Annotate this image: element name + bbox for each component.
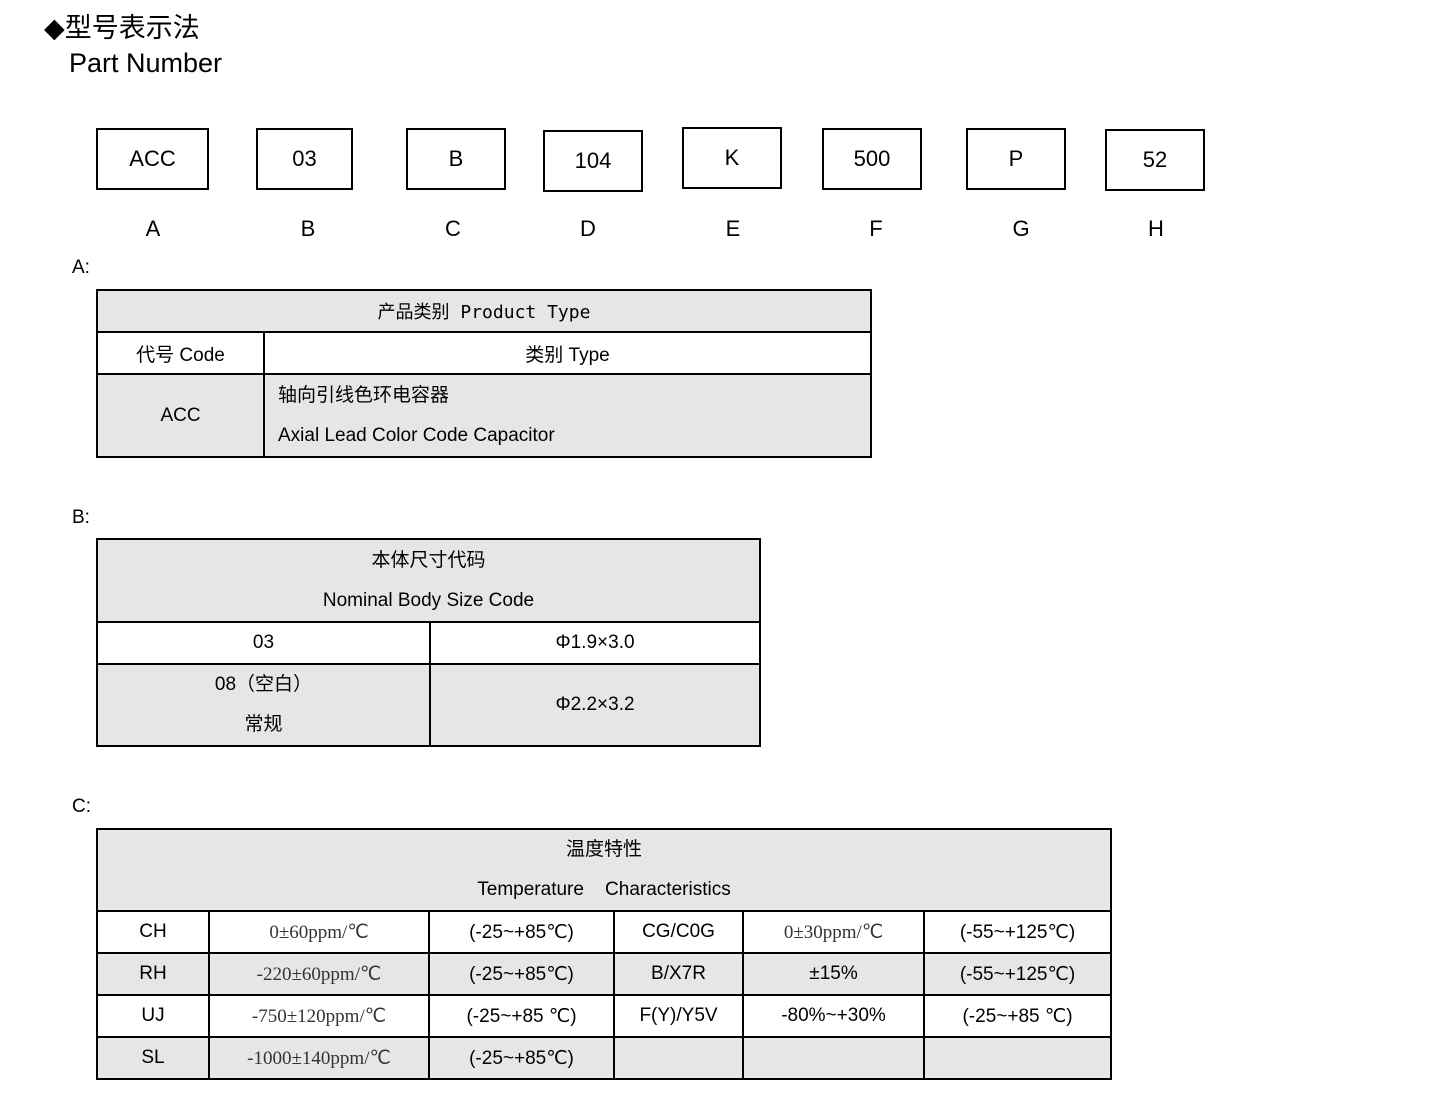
cell: RH	[96, 952, 210, 996]
cell: 0±30ppm/℃	[742, 910, 925, 954]
cell: F(Y)/Y5V	[613, 994, 744, 1038]
cell: (-55~+125℃)	[923, 952, 1112, 996]
cell: (-25~+85 ℃)	[923, 994, 1112, 1038]
cell-type: 轴向引线色环电容器 Axial Lead Color Code Capacitor	[263, 373, 872, 458]
part-letter: C	[445, 216, 461, 241]
temperature-table: 温度特性 Temperature Characteristics CH 0±60pp…	[96, 828, 1112, 1080]
part-letter: D	[580, 216, 596, 241]
table-row: SL -1000±140ppm/℃ (-25~+85℃)	[96, 1036, 1112, 1080]
title-en: Part Number	[69, 48, 223, 78]
cell: -750±120ppm/℃	[208, 994, 430, 1038]
part-letter: A	[145, 216, 161, 241]
part-box-g: P	[966, 128, 1066, 190]
header-cn: 温度特性	[565, 839, 642, 860]
cell: -80%~+30%	[742, 994, 925, 1038]
cell-code: ACC	[96, 373, 265, 458]
cell: (-25~+85℃)	[428, 952, 615, 996]
cell: (-25~+85℃)	[428, 1036, 615, 1080]
table-row: RH -220±60ppm/℃ (-25~+85℃) B/X7R ±15% (-55~+1…	[96, 952, 1112, 996]
body-size-table: 本体尺寸代码 Nominal Body Size Code 03 Φ1.9×3.0 …	[96, 538, 761, 747]
cell: UJ	[96, 994, 210, 1038]
table-row: 03 Φ1.9×3.0	[96, 621, 761, 665]
cell: (-25~+85℃)	[428, 910, 615, 954]
cell: (-25~+85 ℃)	[428, 994, 615, 1038]
section-b-label: B:	[72, 507, 90, 528]
cell-code: 03	[96, 621, 431, 665]
title-cn: ◆型号表示法	[44, 13, 200, 44]
header-en: Temperature Characteristics	[477, 879, 731, 900]
type-en: Axial Lead Color Code Capacitor	[278, 424, 555, 446]
part-box-a: ACC	[96, 128, 209, 190]
cell: (-55~+125℃)	[923, 910, 1112, 954]
part-letter: H	[1148, 216, 1164, 241]
table-header: 本体尺寸代码 Nominal Body Size Code	[96, 538, 761, 623]
type-cn: 轴向引线色环电容器	[278, 384, 450, 406]
code-value: 08（空白）	[214, 674, 313, 695]
part-letter: E	[725, 216, 741, 241]
product-type-table: 产品类别 Product Type 代号 Code 类别 Type ACC 轴向引…	[96, 289, 872, 458]
part-box-h: 52	[1105, 129, 1205, 191]
col-code: 代号 Code	[96, 331, 265, 375]
table-row: ACC 轴向引线色环电容器 Axial Lead Color Code Capac…	[96, 373, 872, 458]
cell: SL	[96, 1036, 210, 1080]
table-row: 08（空白） 常规 Φ2.2×3.2	[96, 663, 761, 747]
cell: -220±60ppm/℃	[208, 952, 430, 996]
table-row: UJ -750±120ppm/℃ (-25~+85 ℃) F(Y)/Y5V -80%~+…	[96, 994, 1112, 1038]
cell	[923, 1036, 1112, 1080]
section-a-label: A:	[72, 257, 90, 278]
col-type: 类别 Type	[263, 331, 872, 375]
section-c-label: C:	[72, 796, 91, 817]
cell: ±15%	[742, 952, 925, 996]
cell: 0±60ppm/℃	[208, 910, 430, 954]
table-row: CH 0±60ppm/℃ (-25~+85℃) CG/C0G 0±30ppm/℃ (-55…	[96, 910, 1112, 954]
part-box-c: B	[406, 128, 506, 190]
part-letter: F	[869, 216, 883, 241]
cell	[742, 1036, 925, 1080]
part-letter: B	[300, 216, 316, 241]
header-cn: 本体尺寸代码	[371, 549, 486, 571]
cell	[613, 1036, 744, 1080]
code-note: 常规	[244, 714, 283, 735]
cell-size: Φ1.9×3.0	[429, 621, 761, 665]
cell-code: 08（空白） 常规	[96, 663, 431, 747]
part-box-f: 500	[822, 128, 922, 190]
part-letter: G	[1012, 216, 1030, 241]
part-box-b: 03	[256, 128, 353, 190]
table-header: 产品类别 Product Type	[96, 289, 872, 333]
part-box-d: 104	[543, 130, 643, 192]
part-box-e: K	[682, 127, 782, 189]
cell-size: Φ2.2×3.2	[429, 663, 761, 747]
cell: CG/C0G	[613, 910, 744, 954]
cell: B/X7R	[613, 952, 744, 996]
cell: -1000±140ppm/℃	[208, 1036, 430, 1080]
cell: CH	[96, 910, 210, 954]
table-header: 温度特性 Temperature Characteristics	[96, 828, 1112, 912]
header-en: Nominal Body Size Code	[322, 589, 535, 611]
